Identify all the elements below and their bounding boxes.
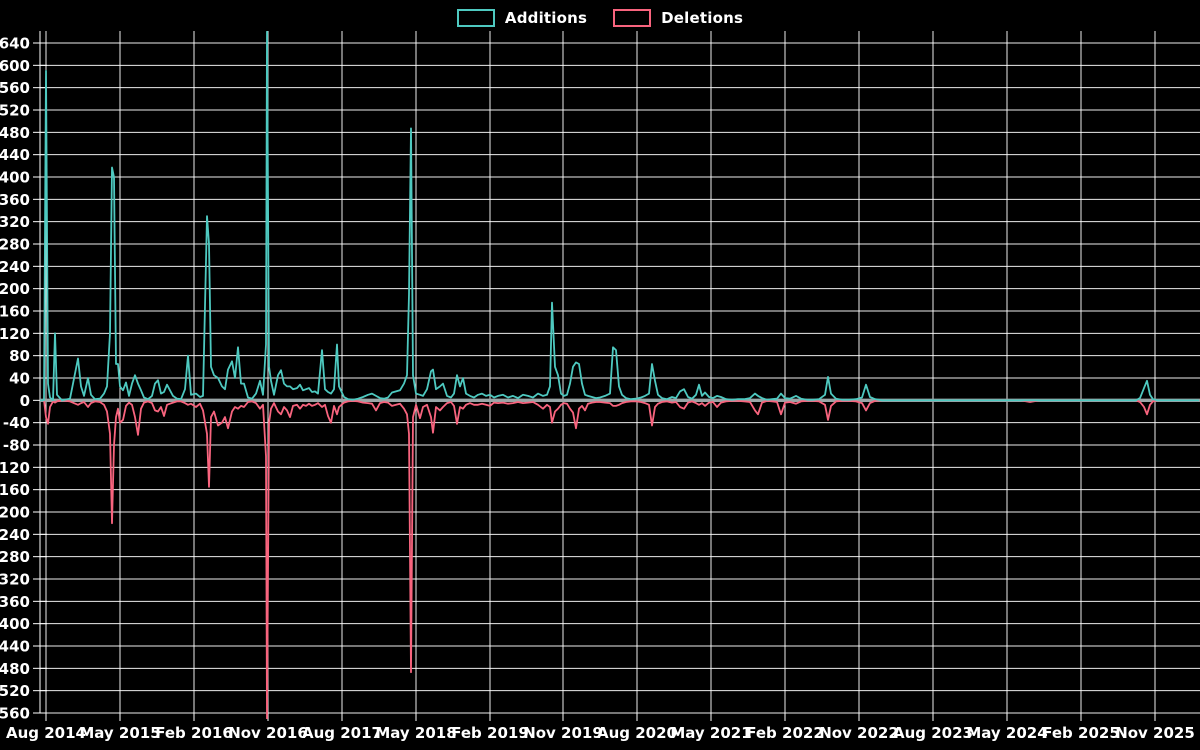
y-tick-label: 240	[0, 258, 30, 276]
y-tick-label: -160	[0, 481, 30, 499]
x-tick-label: Aug 2023	[893, 724, 973, 742]
chart-legend: Additions Deletions	[0, 7, 1200, 29]
deletions-swatch-icon	[613, 9, 652, 27]
y-tick-label: -360	[0, 593, 30, 611]
y-tick-label: 400	[0, 169, 30, 187]
x-tick-label: May 2021	[670, 724, 751, 742]
deletions-line	[40, 399, 1199, 719]
y-tick-label: 440	[0, 146, 30, 164]
x-tick-label: Nov 2022	[819, 724, 899, 742]
x-tick-label: May 2024	[966, 724, 1047, 742]
gridlines: 6406005605204804404003603202802402001601…	[0, 31, 1200, 742]
legend-item-additions[interactable]: Additions	[456, 9, 588, 27]
y-tick-label: -40	[3, 414, 30, 432]
y-tick-label: 560	[0, 79, 30, 97]
y-tick-label: 160	[0, 303, 30, 321]
y-tick-label: -240	[0, 526, 30, 544]
x-tick-label: Nov 2016	[228, 724, 308, 742]
x-tick-label: Aug 2014	[6, 724, 86, 742]
y-tick-label: 40	[9, 370, 30, 388]
additions-line	[40, 31, 1199, 402]
y-tick-label: 600	[0, 57, 30, 75]
y-tick-label: 320	[0, 213, 30, 231]
y-tick-label: -480	[0, 660, 30, 678]
x-tick-label: Aug 2017	[302, 724, 382, 742]
y-tick-label: -200	[0, 504, 30, 522]
y-tick-label: 640	[0, 35, 30, 53]
y-tick-label: -280	[0, 548, 30, 566]
x-tick-label: Nov 2025	[1115, 724, 1195, 742]
x-tick-label: Aug 2020	[597, 724, 677, 742]
y-tick-label: -120	[0, 459, 30, 477]
y-tick-label: -320	[0, 571, 30, 589]
x-tick-label: Feb 2016	[155, 724, 233, 742]
y-tick-label: -560	[0, 705, 30, 723]
legend-item-deletions[interactable]: Deletions	[613, 9, 743, 27]
additions-swatch-icon	[456, 9, 495, 27]
x-tick-label: Feb 2019	[451, 724, 529, 742]
x-tick-label: May 2015	[79, 724, 160, 742]
x-tick-label: Feb 2025	[1042, 724, 1120, 742]
y-tick-label: 280	[0, 236, 30, 254]
y-tick-label: -400	[0, 615, 30, 633]
y-tick-label: 0	[20, 392, 30, 410]
legend-label-additions: Additions	[504, 9, 588, 27]
y-tick-label: 480	[0, 124, 30, 142]
y-tick-label: 200	[0, 280, 30, 298]
x-tick-label: May 2018	[375, 724, 456, 742]
y-tick-label: 120	[0, 325, 30, 343]
y-tick-label: -440	[0, 638, 30, 656]
x-tick-label: Feb 2022	[746, 724, 824, 742]
y-tick-label: -520	[0, 682, 30, 700]
y-tick-label: -80	[3, 437, 30, 455]
x-tick-label: Nov 2019	[523, 724, 603, 742]
y-tick-label: 80	[9, 347, 30, 365]
legend-label-deletions: Deletions	[661, 9, 744, 27]
y-tick-label: 520	[0, 102, 30, 120]
y-tick-label: 360	[0, 191, 30, 209]
